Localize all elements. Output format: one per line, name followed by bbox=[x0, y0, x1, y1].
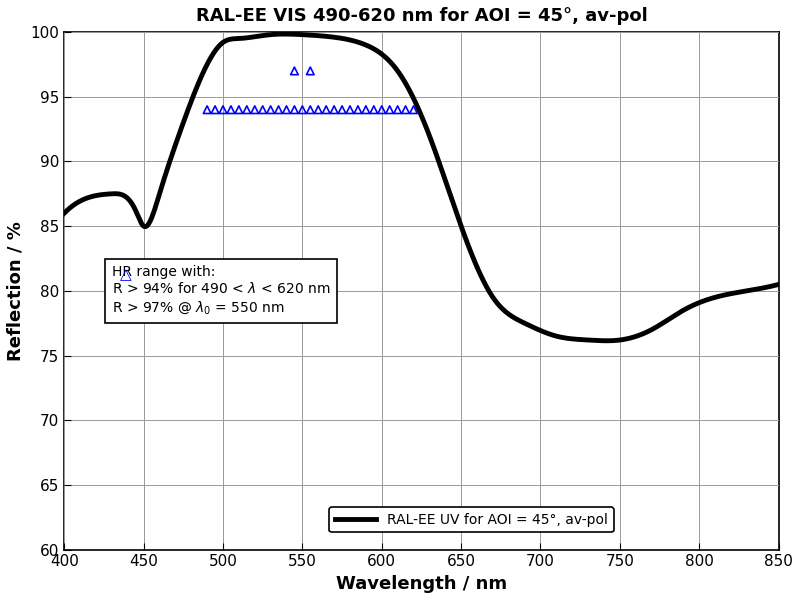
Point bbox=[407, 105, 420, 115]
Point bbox=[343, 105, 356, 115]
Point bbox=[296, 105, 309, 115]
Point bbox=[336, 105, 349, 115]
Point bbox=[383, 105, 396, 115]
Title: RAL-EE VIS 490-620 nm for AOI = 45°, av-pol: RAL-EE VIS 490-620 nm for AOI = 45°, av-… bbox=[195, 7, 647, 25]
Point bbox=[328, 105, 341, 115]
Point bbox=[288, 66, 301, 76]
Point bbox=[351, 105, 364, 115]
Point bbox=[264, 105, 277, 115]
Point bbox=[399, 105, 412, 115]
Y-axis label: Reflection / %: Reflection / % bbox=[7, 221, 25, 361]
Text: HR range with:
R > 94% for 490 < $\lambda$ < 620 nm
R > 97% @ $\lambda_0$ = 550 : HR range with: R > 94% for 490 < $\lambd… bbox=[112, 265, 330, 316]
Point bbox=[304, 66, 317, 76]
Point bbox=[320, 105, 333, 115]
Point bbox=[288, 105, 301, 115]
Point bbox=[272, 105, 285, 115]
Point bbox=[280, 105, 293, 115]
Text: △: △ bbox=[120, 268, 131, 283]
Point bbox=[391, 105, 404, 115]
Point bbox=[209, 105, 222, 115]
Legend: RAL-EE UV for AOI = 45°, av-pol: RAL-EE UV for AOI = 45°, av-pol bbox=[329, 507, 614, 532]
Point bbox=[241, 105, 254, 115]
Point bbox=[225, 105, 238, 115]
Point bbox=[367, 105, 380, 115]
Point bbox=[375, 105, 388, 115]
Point bbox=[248, 105, 261, 115]
Point bbox=[201, 105, 214, 115]
Point bbox=[312, 105, 325, 115]
Point bbox=[233, 105, 246, 115]
X-axis label: Wavelength / nm: Wavelength / nm bbox=[336, 575, 507, 593]
Point bbox=[217, 105, 230, 115]
Point bbox=[256, 105, 269, 115]
Point bbox=[359, 105, 372, 115]
Point bbox=[304, 105, 317, 115]
